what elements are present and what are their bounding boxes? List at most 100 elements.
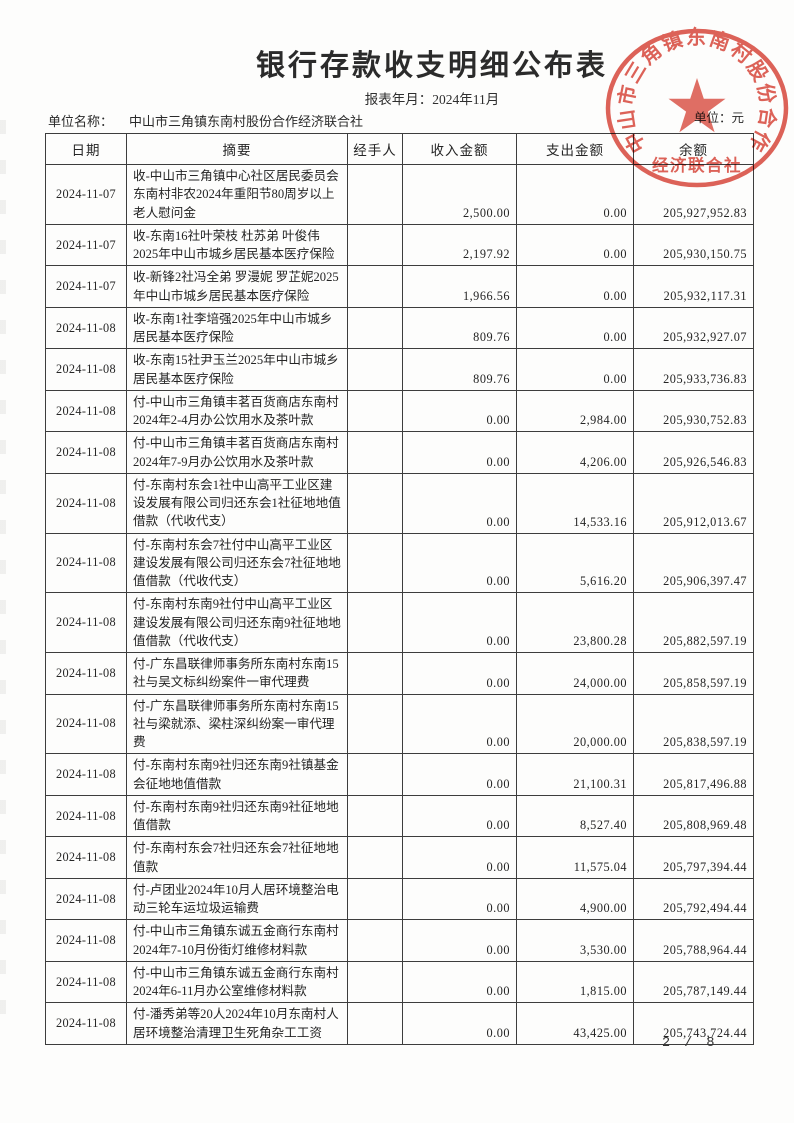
page-title: 银行存款收支明细公布表 [255, 50, 608, 82]
summary-cell: 付-东南村东会1社中山高平工业区建设发展有限公司归还东会1社征地地值借款（代收代… [126, 472, 348, 534]
income-cell: 2,197.92 [402, 223, 517, 267]
table-row: 2024-11-08 付-东南村东会7社付中山高平工业区建设发展有限公司归还东会… [45, 532, 754, 594]
table-row: 2024-11-07 收-东南16社叶荣枝 杜苏弟 叶俊伟2025年中山市城乡居… [45, 223, 754, 267]
income-cell: 0.00 [402, 472, 517, 534]
handler-cell [347, 389, 403, 433]
summary-cell: 付-东南村东南9社归还东南9社征地地值借款 [126, 794, 348, 838]
expense-cell: 5,616.20 [516, 532, 634, 594]
ledger-table-body: 2024-11-07 收-中山市三角镇中心社区居民委员会东南村非农2024年重阳… [45, 164, 754, 1045]
table-row: 2024-11-08 付-广东昌联律师事务所东南村东南15社与吴文标纠纷案件一审… [45, 652, 754, 695]
summary-cell: 收-东南1社李培强2025年中山市城乡居民基本医疗保险 [126, 306, 348, 350]
table-row: 2024-11-08 付-中山市三角镇丰茗百货商店东南村2024年7-9月办公饮… [45, 431, 754, 474]
date-cell: 2024-11-08 [45, 652, 127, 695]
table-row: 2024-11-08 付-东南村东会1社中山高平工业区建设发展有限公司归还东会1… [45, 472, 754, 534]
balance-cell: 205,926,546.83 [633, 431, 754, 474]
balance-cell: 205,838,597.19 [633, 693, 754, 755]
handler-cell [347, 532, 403, 594]
expense-cell: 23,800.28 [516, 592, 634, 653]
expense-cell: 24,000.00 [516, 652, 634, 695]
date-cell: 2024-11-08 [45, 960, 127, 1004]
expense-cell: 0.00 [516, 223, 634, 267]
date-cell: 2024-11-08 [45, 794, 127, 838]
col-header-date: 日期 [45, 133, 127, 165]
table-row: 2024-11-08 付-广东昌联律师事务所东南村东南15社与梁就添、梁柱深纠纷… [45, 693, 754, 755]
expense-cell: 20,000.00 [516, 693, 634, 755]
table-header-row: 日期 摘要 经手人 收入金额 支出金额 余额 [45, 133, 754, 165]
handler-cell [347, 592, 403, 653]
handler-cell [347, 693, 403, 755]
table-row: 2024-11-08 收-东南1社李培强2025年中山市城乡居民基本医疗保险 8… [45, 306, 754, 350]
col-header-summary: 摘要 [126, 133, 348, 165]
date-cell: 2024-11-08 [45, 877, 127, 921]
income-cell: 809.76 [402, 306, 517, 350]
balance-cell: 205,808,969.48 [633, 794, 754, 838]
summary-cell: 付-东南村东南9社归还东南9社镇基金会征地地值借款 [126, 753, 348, 796]
date-cell: 2024-11-07 [45, 265, 127, 308]
handler-cell [347, 652, 403, 695]
handler-cell [347, 753, 403, 796]
handler-cell [347, 836, 403, 879]
expense-cell: 0.00 [516, 306, 634, 350]
expense-cell: 0.00 [516, 348, 634, 391]
col-header-handler: 经手人 [347, 133, 403, 165]
date-cell: 2024-11-08 [45, 592, 127, 653]
income-cell: 1,966.56 [402, 265, 517, 308]
date-cell: 2024-11-08 [45, 348, 127, 391]
date-cell: 2024-11-07 [45, 223, 127, 267]
currency-unit-line: 单位：元 [694, 107, 744, 126]
expense-cell: 8,527.40 [516, 794, 634, 838]
expense-cell: 4,206.00 [516, 431, 634, 474]
summary-cell: 付-广东昌联律师事务所东南村东南15社与吴文标纠纷案件一审代理费 [126, 652, 348, 695]
summary-cell: 付-卢团业2024年10月人居环境整治电动三轮车运垃圾运输费 [126, 877, 348, 921]
income-cell: 0.00 [402, 836, 517, 879]
income-cell: 0.00 [402, 652, 517, 695]
date-cell: 2024-11-07 [45, 164, 127, 225]
summary-cell: 付-中山市三角镇丰茗百货商店东南村2024年7-9月办公饮用水及茶叶款 [126, 431, 348, 474]
summary-cell: 付-东南村东会7社付中山高平工业区建设发展有限公司归还东会7社征地地值借款（代收… [126, 532, 348, 594]
handler-cell [347, 306, 403, 350]
income-cell: 0.00 [402, 794, 517, 838]
income-cell: 0.00 [402, 877, 517, 921]
balance-cell: 205,930,150.75 [633, 223, 754, 267]
ledger-table: 日期 摘要 经手人 收入金额 支出金额 余额 2024-11-07 收-中山市三… [45, 133, 754, 1045]
date-cell: 2024-11-08 [45, 389, 127, 433]
handler-cell [347, 431, 403, 474]
report-month-value: 2024年11月 [432, 92, 500, 107]
currency-value: 元 [731, 111, 745, 125]
income-cell: 0.00 [402, 753, 517, 796]
table-row: 2024-11-08 付-潘秀弟等20人2024年10月东南村人居环境整治清理卫… [45, 1002, 754, 1045]
handler-cell [347, 164, 403, 225]
income-cell: 0.00 [402, 1002, 517, 1045]
unit-name-line: 单位名称： 中山市三角镇东南村股份合作经济联合社 [48, 111, 363, 130]
table-row: 2024-11-08 付-卢团业2024年10月人居环境整治电动三轮车运垃圾运输… [45, 877, 754, 921]
income-cell: 0.00 [402, 960, 517, 1004]
expense-cell: 2,984.00 [516, 389, 634, 433]
summary-cell: 付-中山市三角镇东诚五金商行东南村2024年7-10月份街灯维修材料款 [126, 919, 348, 962]
expense-cell: 11,575.04 [516, 836, 634, 879]
expense-cell: 4,900.00 [516, 877, 634, 921]
income-cell: 0.00 [402, 532, 517, 594]
table-row: 2024-11-08 付-中山市三角镇丰茗百货商店东南村2024年2-4月办公饮… [45, 389, 754, 433]
handler-cell [347, 960, 403, 1004]
income-cell: 0.00 [402, 389, 517, 433]
handler-cell [347, 472, 403, 534]
income-cell: 809.76 [402, 348, 517, 391]
handler-cell [347, 877, 403, 921]
unit-name-value: 中山市三角镇东南村股份合作经济联合社 [129, 114, 364, 129]
summary-cell: 付-东南村东南9社付中山高平工业区建设发展有限公司归还东南9社征地地值借款（代收… [126, 592, 348, 653]
page-indicator: 2 / 8 [662, 1036, 718, 1051]
date-cell: 2024-11-08 [45, 753, 127, 796]
table-row: 2024-11-08 付-东南村东会7社归还东会7社征地地值款 0.00 11,… [45, 836, 754, 879]
report-month-label: 报表年月： [364, 92, 433, 107]
handler-cell [347, 794, 403, 838]
balance-cell: 205,906,397.47 [633, 532, 754, 594]
balance-cell: 205,930,752.83 [633, 389, 754, 433]
date-cell: 2024-11-08 [45, 431, 127, 474]
balance-cell: 205,792,494.44 [633, 877, 754, 921]
table-row: 2024-11-08 付-中山市三角镇东诚五金商行东南村2024年7-10月份街… [45, 919, 754, 962]
balance-cell: 205,797,394.44 [633, 836, 754, 879]
handler-cell [347, 919, 403, 962]
summary-cell: 收-新锋2社冯全弟 罗漫妮 罗芷妮2025年中山市城乡居民基本医疗保险 [126, 265, 348, 308]
handler-cell [347, 265, 403, 308]
